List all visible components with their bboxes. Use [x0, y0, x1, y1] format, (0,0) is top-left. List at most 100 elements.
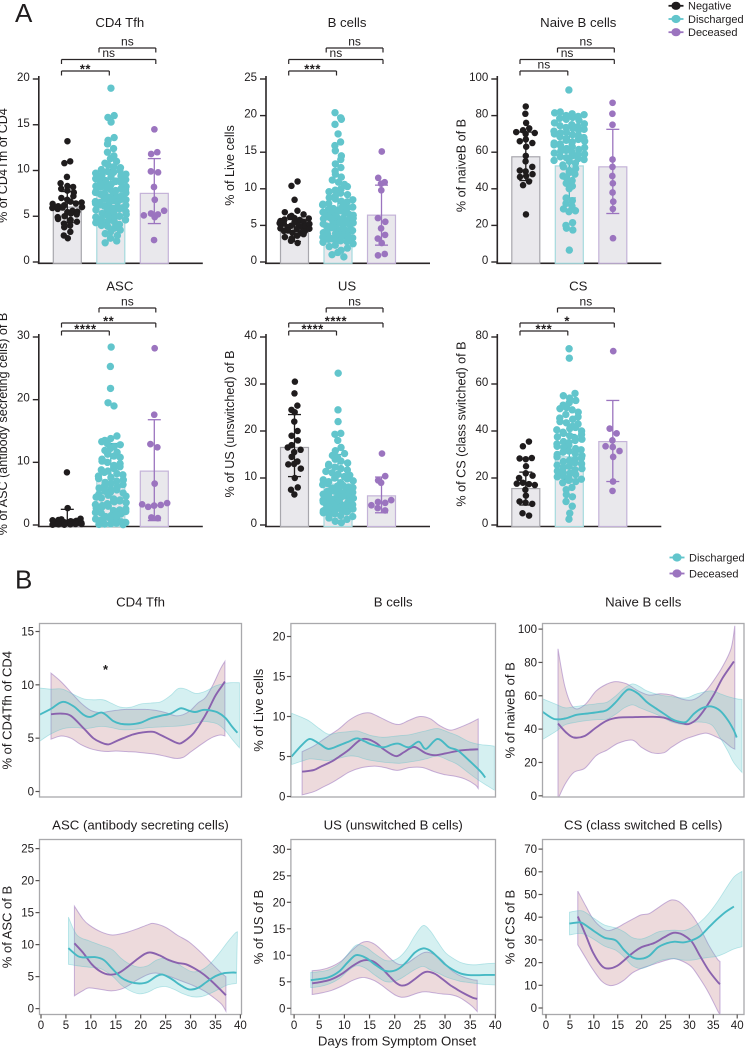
- svg-text:ns: ns: [121, 295, 134, 309]
- svg-text:5: 5: [279, 977, 285, 989]
- svg-text:0: 0: [251, 518, 257, 530]
- svg-text:10: 10: [21, 680, 34, 692]
- svg-text:US: US: [338, 279, 357, 294]
- svg-text:0: 0: [531, 1003, 537, 1015]
- svg-text:Days from Symptom Onset: Days from Symptom Onset: [318, 1034, 477, 1049]
- svg-text:25: 25: [273, 871, 286, 883]
- svg-text:0: 0: [543, 1020, 549, 1032]
- svg-text:10: 10: [244, 182, 257, 194]
- svg-text:20: 20: [476, 471, 489, 483]
- svg-text:ns: ns: [121, 35, 134, 49]
- svg-text:% of ASC (antibody secreting c: % of ASC (antibody secreting cells) of B: [0, 313, 10, 536]
- svg-text:20: 20: [134, 1020, 147, 1032]
- svg-text:15: 15: [21, 627, 34, 639]
- svg-text:30: 30: [273, 844, 286, 856]
- svg-text:0: 0: [482, 518, 488, 530]
- svg-text:***: ***: [536, 322, 553, 337]
- svg-text:15: 15: [273, 924, 286, 936]
- svg-text:5: 5: [567, 1020, 573, 1032]
- svg-text:20: 20: [21, 876, 34, 888]
- svg-text:40: 40: [524, 724, 537, 736]
- svg-text:ns: ns: [348, 35, 361, 49]
- svg-text:% of US (unswitched) of B: % of US (unswitched) of B: [223, 351, 237, 498]
- svg-text:60: 60: [476, 377, 489, 389]
- svg-text:5: 5: [63, 1020, 69, 1032]
- svg-text:40: 40: [731, 1020, 744, 1032]
- svg-text:ns: ns: [580, 295, 593, 309]
- svg-text:Discharged: Discharged: [689, 552, 745, 564]
- svg-text:15: 15: [244, 145, 257, 157]
- svg-text:10: 10: [524, 980, 537, 992]
- svg-text:ns: ns: [580, 35, 593, 49]
- svg-text:10: 10: [21, 940, 34, 952]
- svg-text:20: 20: [244, 109, 257, 121]
- svg-text:15: 15: [363, 1020, 376, 1032]
- svg-text:% of CD4Tfh of CD4: % of CD4Tfh of CD4: [0, 651, 14, 770]
- svg-text:10: 10: [84, 1020, 97, 1032]
- svg-text:ns: ns: [561, 46, 574, 60]
- svg-text:B: B: [15, 565, 32, 595]
- svg-text:ns: ns: [102, 46, 115, 60]
- svg-text:*: *: [564, 314, 570, 329]
- svg-text:ns: ns: [348, 295, 361, 309]
- svg-text:60: 60: [524, 691, 537, 703]
- svg-text:40: 40: [489, 1020, 502, 1032]
- svg-text:ns: ns: [538, 58, 551, 72]
- svg-text:% of CD4Tfh of CD4: % of CD4Tfh of CD4: [0, 108, 10, 223]
- svg-text:% of Live cells: % of Live cells: [251, 668, 266, 752]
- svg-text:Deceased: Deceased: [688, 27, 738, 39]
- svg-text:0: 0: [482, 255, 488, 267]
- svg-text:% of CS (class switched) of B: % of CS (class switched) of B: [454, 341, 468, 506]
- svg-text:10: 10: [587, 1020, 600, 1032]
- svg-text:**: **: [80, 62, 92, 77]
- svg-text:10: 10: [17, 164, 30, 176]
- svg-text:Negative: Negative: [688, 1, 731, 13]
- svg-text:20: 20: [17, 72, 30, 84]
- svg-text:15: 15: [273, 672, 286, 684]
- svg-text:% of naiveB of B: % of naiveB of B: [454, 119, 468, 212]
- svg-text:80: 80: [476, 330, 489, 342]
- svg-text:Naive B cells: Naive B cells: [605, 595, 682, 610]
- svg-text:CS: CS: [569, 279, 588, 294]
- svg-text:5: 5: [28, 972, 34, 984]
- svg-text:5: 5: [28, 733, 34, 745]
- svg-text:30: 30: [244, 377, 257, 389]
- svg-text:30: 30: [524, 935, 537, 947]
- svg-text:15: 15: [21, 908, 34, 920]
- svg-text:40: 40: [244, 330, 257, 342]
- svg-text:30: 30: [439, 1020, 452, 1032]
- svg-text:10: 10: [273, 712, 286, 724]
- svg-text:70: 70: [524, 844, 537, 856]
- svg-text:Naive B cells: Naive B cells: [540, 15, 617, 30]
- svg-text:0: 0: [251, 255, 257, 267]
- svg-text:ASC (antibody secreting cells): ASC (antibody secreting cells): [52, 818, 229, 833]
- svg-text:% of Live cells: % of Live cells: [223, 125, 237, 206]
- svg-text:% of CS of B: % of CS of B: [503, 890, 518, 964]
- svg-text:60: 60: [476, 145, 489, 157]
- svg-text:0: 0: [279, 792, 285, 804]
- svg-text:0: 0: [279, 1003, 285, 1015]
- svg-text:10: 10: [17, 455, 30, 467]
- svg-text:20: 20: [273, 632, 286, 644]
- svg-text:B cells: B cells: [328, 15, 367, 30]
- svg-text:CD4 Tfh: CD4 Tfh: [95, 15, 144, 30]
- svg-text:10: 10: [273, 950, 286, 962]
- svg-text:0: 0: [28, 1004, 34, 1016]
- svg-text:**: **: [103, 314, 115, 329]
- svg-text:80: 80: [524, 657, 537, 669]
- svg-text:20: 20: [244, 424, 257, 436]
- svg-text:20: 20: [524, 758, 537, 770]
- svg-text:0: 0: [23, 255, 29, 267]
- svg-text:Deceased: Deceased: [689, 568, 739, 580]
- svg-text:****: ****: [74, 322, 97, 337]
- svg-text:60: 60: [524, 867, 537, 879]
- svg-text:50: 50: [524, 890, 537, 902]
- svg-text:% of naiveB of B: % of naiveB of B: [502, 662, 517, 758]
- svg-text:***: ***: [304, 62, 321, 77]
- svg-text:% of US of B: % of US of B: [251, 890, 266, 964]
- svg-text:20: 20: [476, 218, 489, 230]
- svg-text:10: 10: [244, 471, 257, 483]
- svg-text:40: 40: [524, 912, 537, 924]
- svg-text:40: 40: [476, 424, 489, 436]
- svg-text:25: 25: [659, 1020, 672, 1032]
